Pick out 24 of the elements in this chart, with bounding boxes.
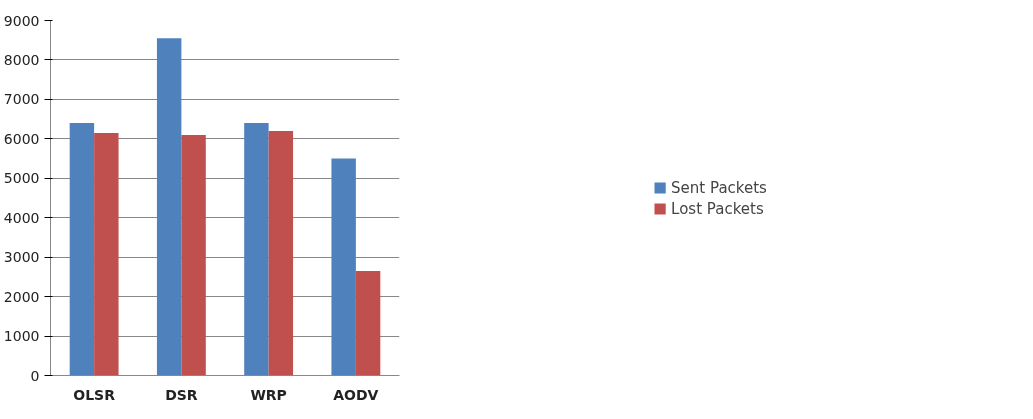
bar <box>94 132 119 376</box>
bar <box>156 38 182 376</box>
y-tick-label: 5000 <box>3 170 40 187</box>
y-tick-label: 8000 <box>3 51 40 68</box>
bar <box>181 134 206 376</box>
y-tick-label: 2000 <box>3 288 40 305</box>
x-tick-label: AODV <box>333 386 379 403</box>
bar <box>331 158 356 376</box>
bar <box>355 270 381 376</box>
x-tick-label: WRP <box>250 386 287 403</box>
y-tick-label: 1000 <box>3 328 40 345</box>
y-tick-label: 0 <box>30 367 40 384</box>
legend-label: Lost Packets <box>671 199 764 217</box>
y-tick-label: 6000 <box>3 130 40 147</box>
bar <box>244 123 269 376</box>
x-tick-label: OLSR <box>73 386 116 403</box>
y-tick-label: 7000 <box>3 91 40 108</box>
bar <box>268 130 294 376</box>
y-tick-label: 3000 <box>3 249 40 266</box>
x-tick-label: DSR <box>165 386 198 403</box>
bar <box>69 123 95 376</box>
y-tick-label: 9000 <box>3 12 40 29</box>
y-tick-label: 4000 <box>3 209 40 226</box>
legend-label: Sent Packets <box>671 178 767 196</box>
